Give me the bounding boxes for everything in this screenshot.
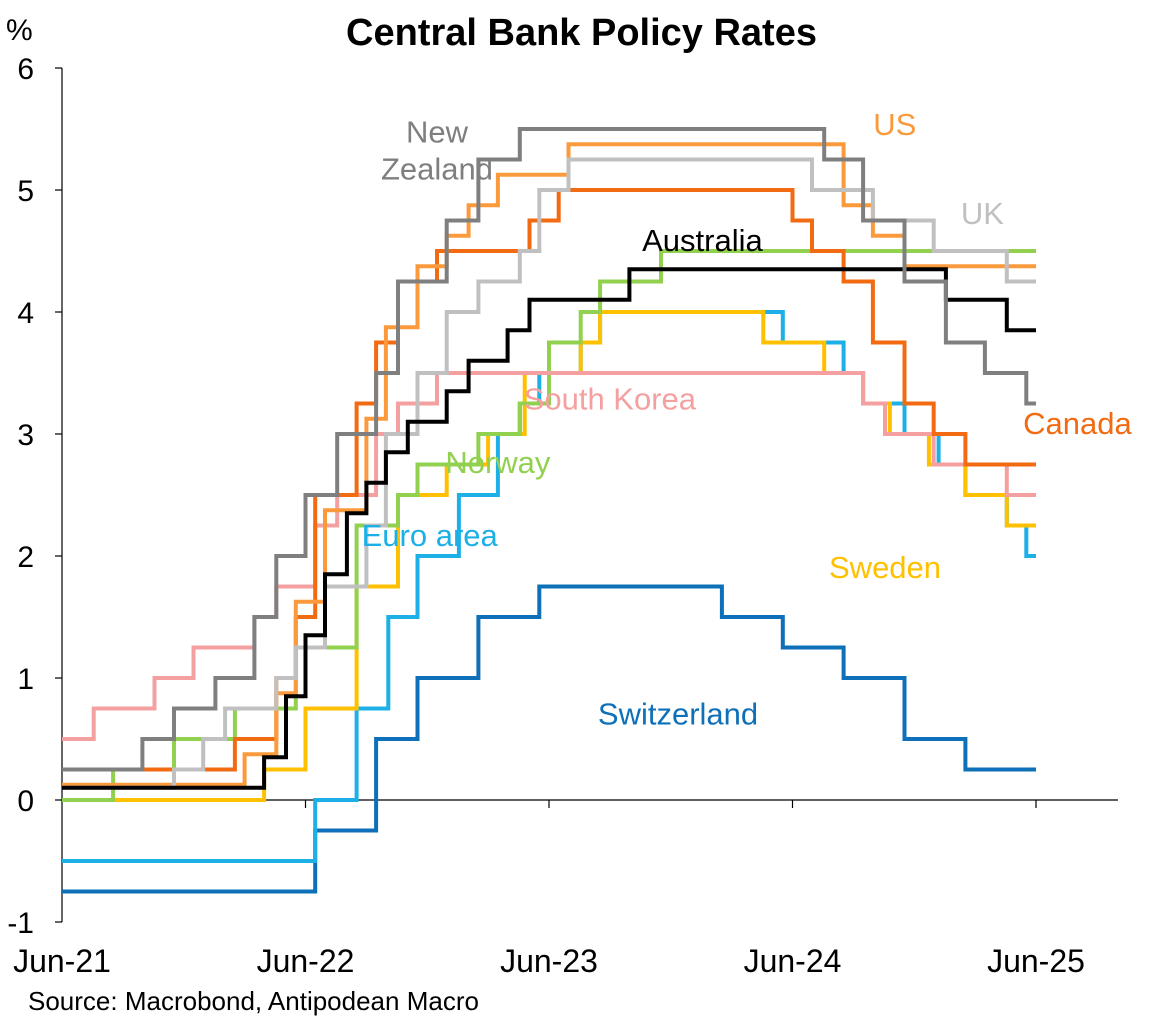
series-label-us: US <box>873 107 916 142</box>
y-tick-label: 3 <box>17 419 34 452</box>
series-line-new-zealand <box>62 127 1036 772</box>
y-tick-label: 2 <box>17 541 34 574</box>
series-line-switzerland <box>62 584 1036 894</box>
source-note: Source: Macrobond, Antipodean Macro <box>28 986 479 1016</box>
series-label-norway: Norway <box>445 445 551 480</box>
series-line-norway <box>62 249 1036 802</box>
series-label-sweden: Sweden <box>829 550 941 585</box>
x-tick-label: Jun-23 <box>500 943 598 979</box>
y-tick-label: 5 <box>17 175 34 208</box>
series-label-euro-area: Euro area <box>362 518 499 553</box>
x-tick-label: Jun-22 <box>257 943 355 979</box>
y-tick-label: 1 <box>17 663 34 696</box>
series-line-australia <box>62 267 1036 790</box>
x-tick-label: Jun-25 <box>987 943 1085 979</box>
series-label-south-korea: South Korea <box>524 382 697 417</box>
y-tick-label: 4 <box>17 297 34 330</box>
x-tick-label: Jun-21 <box>13 943 111 979</box>
series-label-uk: UK <box>961 196 1004 231</box>
chart-title: Central Bank Policy Rates <box>346 12 817 54</box>
y-tick-label: -1 <box>7 907 34 940</box>
y-tick-label: 0 <box>17 785 34 818</box>
series-label-new-zealand: New <box>406 114 469 149</box>
series-label-canada: Canada <box>1023 406 1132 441</box>
series-label-new-zealand: Zealand <box>381 151 493 186</box>
x-tick-label: Jun-24 <box>744 943 842 979</box>
series-label-australia: Australia <box>642 223 763 258</box>
series-line-us <box>62 142 1036 787</box>
series-label-switzerland: Switzerland <box>598 696 758 731</box>
y-tick-label: 6 <box>17 53 34 86</box>
y-axis-unit: % <box>6 14 33 47</box>
